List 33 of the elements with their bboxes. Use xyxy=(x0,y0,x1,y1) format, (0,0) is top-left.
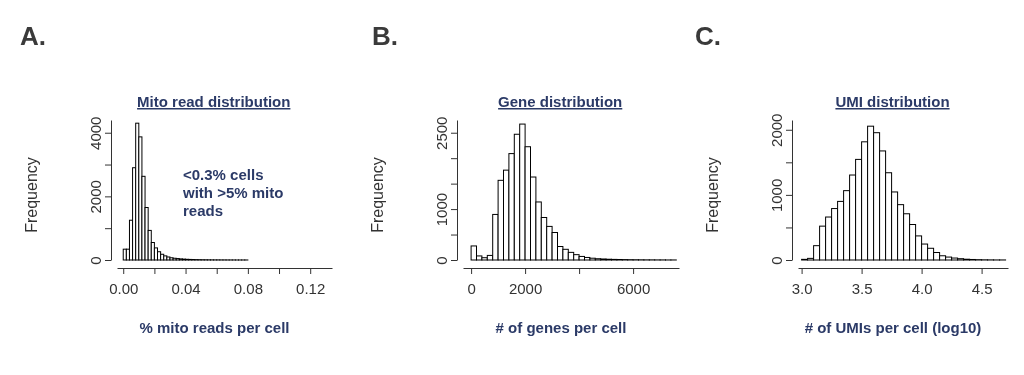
x-axis-title: # of UMIs per cell (log10) xyxy=(804,319,982,336)
x-tick-label: 6000 xyxy=(616,279,651,297)
y-tick-label: 0 xyxy=(768,256,785,265)
text: C. xyxy=(695,21,721,51)
x-axis-title: # of genes per cell xyxy=(495,319,627,336)
y-tick-label: 2000 xyxy=(768,113,785,147)
y-axis-title: Frequency xyxy=(369,157,386,233)
x-tick-label: 0.08 xyxy=(233,279,263,297)
x-tick-label: 4.5 xyxy=(971,279,993,297)
x-tick-label: 0.12 xyxy=(296,279,326,297)
y-tick-label: 1000 xyxy=(768,178,785,213)
chart-title: Mito read distribution xyxy=(137,93,291,110)
text: A. xyxy=(20,21,46,51)
chart-title: Gene distribution xyxy=(498,93,623,110)
x-tick-label: 0 xyxy=(467,279,476,297)
y-tick-label: 0 xyxy=(87,256,104,265)
x-tick-label: 4.0 xyxy=(911,279,933,297)
y-tick-label: 1000 xyxy=(433,192,450,227)
x-tick-label: 0.00 xyxy=(109,279,139,297)
annotation: <0.3% cells with >5% mito reads xyxy=(182,166,284,219)
y-tick-label: 2500 xyxy=(433,116,450,150)
y-tick-label: 4000 xyxy=(87,116,104,150)
y-tick-label: 2000 xyxy=(87,180,104,214)
x-tick-label: 3.0 xyxy=(791,279,813,297)
x-tick-label: 0.04 xyxy=(171,279,201,297)
text: B. xyxy=(372,21,398,51)
x-tick-label: 2000 xyxy=(508,279,543,297)
x-axis-title: % mito reads per cell xyxy=(139,319,290,336)
y-axis-title: Frequency xyxy=(704,157,721,233)
x-tick-label: 3.5 xyxy=(851,279,873,297)
chart-title: UMI distribution xyxy=(835,93,950,110)
y-tick-label: 0 xyxy=(433,256,450,265)
y-axis-title: Frequency xyxy=(23,157,40,233)
